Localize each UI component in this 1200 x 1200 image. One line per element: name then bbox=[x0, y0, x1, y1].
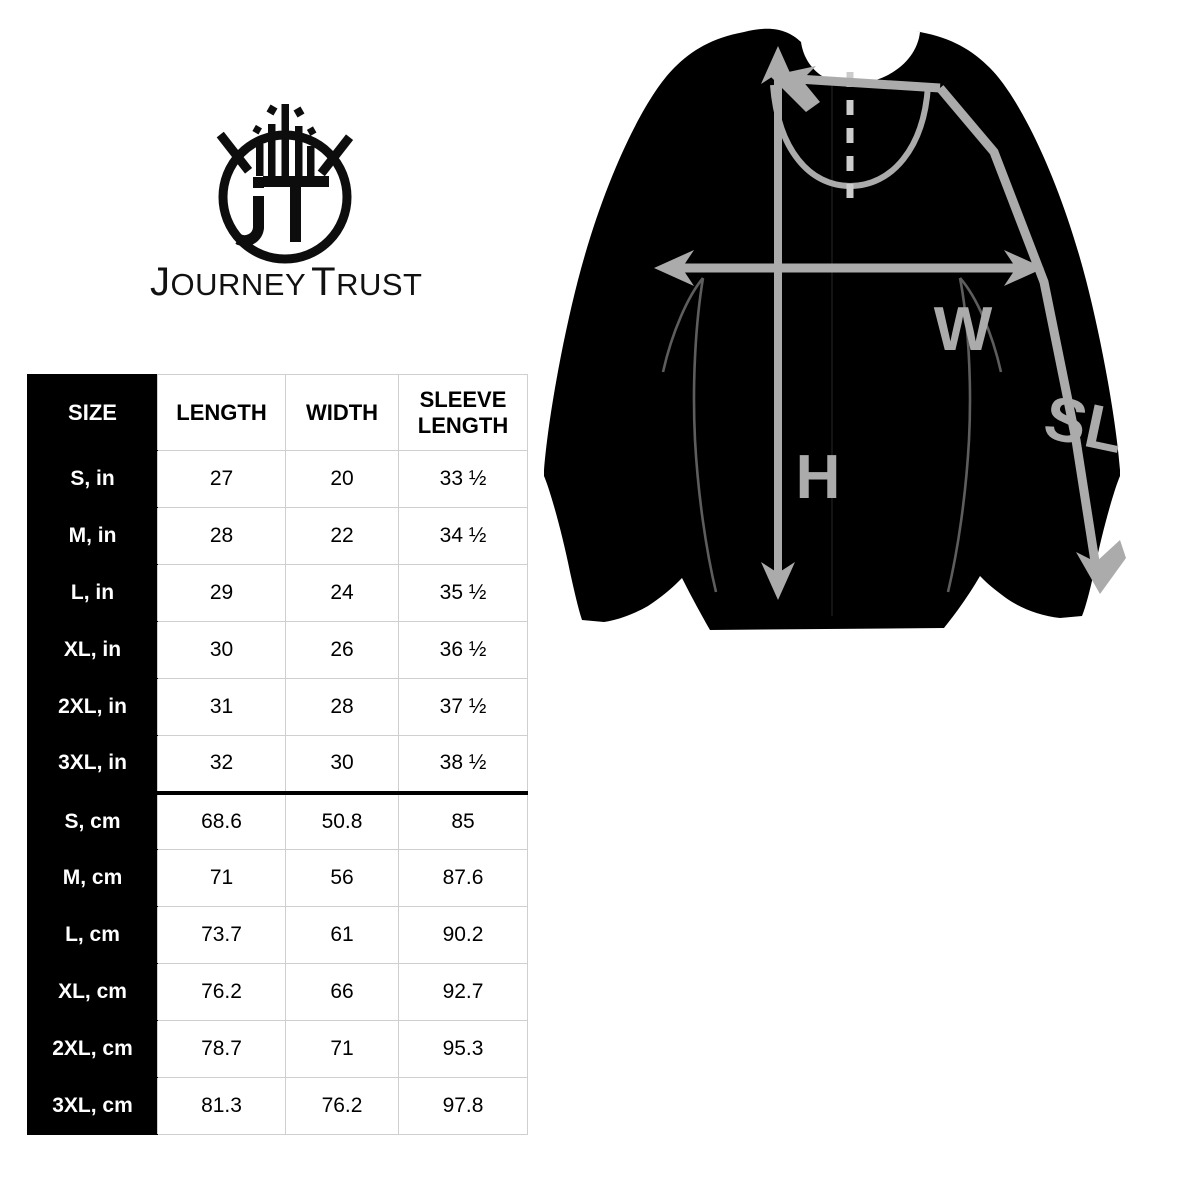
cell-sleeve: 33 ½ bbox=[398, 450, 528, 508]
cell-width: 26 bbox=[285, 621, 399, 679]
table-row: 3XL, in 32 30 38 ½ bbox=[27, 735, 528, 793]
cell-width: 22 bbox=[285, 507, 399, 565]
cell-width: 50.8 bbox=[285, 790, 399, 850]
cell-width: 71 bbox=[285, 1020, 399, 1078]
seam-lines bbox=[661, 80, 1003, 616]
column-header-length: LENGTH bbox=[157, 374, 286, 451]
cell-width: 61 bbox=[285, 906, 399, 964]
column-header-sleeve-line1: SLEEVE bbox=[419, 386, 507, 412]
table-row: 2XL, in 31 28 37 ½ bbox=[27, 678, 528, 736]
cell-sleeve: 90.2 bbox=[398, 906, 528, 964]
sleeve-length-label: SL bbox=[1038, 383, 1130, 467]
cell-length: 29 bbox=[157, 564, 286, 622]
wordmark-ourney: OURNEY bbox=[170, 267, 307, 302]
row-header-size: L, cm bbox=[27, 906, 158, 964]
row-header-size: M, in bbox=[27, 507, 158, 565]
width-label: W bbox=[934, 295, 993, 364]
cell-length: 68.6 bbox=[157, 790, 286, 850]
cell-width: 56 bbox=[285, 849, 399, 907]
cell-width: 30 bbox=[285, 735, 399, 793]
cell-width: 76.2 bbox=[285, 1077, 399, 1135]
column-header-width: WIDTH bbox=[285, 374, 399, 451]
cell-sleeve: 34 ½ bbox=[398, 507, 528, 565]
row-header-size: L, in bbox=[27, 564, 158, 622]
wordmark-j: J bbox=[150, 260, 171, 304]
wordmark-rust: RUST bbox=[336, 267, 423, 302]
column-header-size: SIZE bbox=[27, 374, 158, 451]
row-header-size: M, cm bbox=[27, 849, 158, 907]
table-header: SIZE LENGTH WIDTH SLEEVE LENGTH bbox=[27, 374, 528, 451]
size-chart-table-container: SIZE LENGTH WIDTH SLEEVE LENGTH S, in 27 2… bbox=[27, 374, 528, 1135]
cell-length: 73.7 bbox=[157, 906, 286, 964]
jt-monogram-circle-burst-logo bbox=[150, 82, 420, 267]
table-row: XL, in 30 26 36 ½ bbox=[27, 621, 528, 679]
cell-length: 78.7 bbox=[157, 1020, 286, 1078]
table-row: M, in 28 22 34 ½ bbox=[27, 507, 528, 565]
brand-wordmark: JOURNEY TRUST bbox=[150, 260, 423, 310]
cell-sleeve: 35 ½ bbox=[398, 564, 528, 622]
row-header-size: 2XL, in bbox=[27, 678, 158, 736]
size-chart-table: SIZE LENGTH WIDTH SLEEVE LENGTH S, in 27 2… bbox=[27, 374, 528, 1135]
wordmark-t: T bbox=[311, 260, 337, 304]
garment-technical-drawing: W H SL bbox=[520, 20, 1200, 640]
cell-sleeve: 95.3 bbox=[398, 1020, 528, 1078]
table-row: XL, cm 76.2 66 92.7 bbox=[27, 963, 528, 1021]
width-measure-line bbox=[654, 250, 1044, 286]
column-header-sleeve-length: SLEEVE LENGTH bbox=[398, 374, 528, 451]
table-row: L, cm 73.7 61 90.2 bbox=[27, 906, 528, 964]
cell-sleeve: 38 ½ bbox=[398, 735, 528, 793]
table-row: S, cm 68.6 50.8 85 bbox=[27, 790, 528, 850]
sleeve-length-measure-line bbox=[770, 66, 1126, 594]
row-header-size: XL, cm bbox=[27, 963, 158, 1021]
cell-length: 81.3 bbox=[157, 1077, 286, 1135]
cell-length: 31 bbox=[157, 678, 286, 736]
table-header-row: SIZE LENGTH WIDTH SLEEVE LENGTH bbox=[27, 374, 528, 451]
cell-width: 20 bbox=[285, 450, 399, 508]
cell-length: 30 bbox=[157, 621, 286, 679]
cell-length: 28 bbox=[157, 507, 286, 565]
height-label: H bbox=[796, 443, 841, 512]
brand-logo-block: JOURNEY TRUST bbox=[150, 82, 423, 317]
row-header-size: S, cm bbox=[27, 790, 158, 850]
cell-sleeve: 37 ½ bbox=[398, 678, 528, 736]
table-row: L, in 29 24 35 ½ bbox=[27, 564, 528, 622]
cell-sleeve: 36 ½ bbox=[398, 621, 528, 679]
cell-sleeve: 87.6 bbox=[398, 849, 528, 907]
row-header-size: XL, in bbox=[27, 621, 158, 679]
cell-length: 71 bbox=[157, 849, 286, 907]
row-header-size: 3XL, in bbox=[27, 735, 158, 793]
table-row: M, cm 71 56 87.6 bbox=[27, 849, 528, 907]
cell-length: 32 bbox=[157, 735, 286, 793]
table-row: 2XL, cm 78.7 71 95.3 bbox=[27, 1020, 528, 1078]
row-header-size: 3XL, cm bbox=[27, 1077, 158, 1135]
row-header-size: 2XL, cm bbox=[27, 1020, 158, 1078]
cell-sleeve: 92.7 bbox=[398, 963, 528, 1021]
cell-length: 76.2 bbox=[157, 963, 286, 1021]
cell-width: 66 bbox=[285, 963, 399, 1021]
cell-width: 24 bbox=[285, 564, 399, 622]
cell-sleeve: 97.8 bbox=[398, 1077, 528, 1135]
cell-sleeve: 85 bbox=[398, 790, 528, 850]
cell-length: 27 bbox=[157, 450, 286, 508]
cell-width: 28 bbox=[285, 678, 399, 736]
table-row: S, in 27 20 33 ½ bbox=[27, 450, 528, 508]
row-header-size: S, in bbox=[27, 450, 158, 508]
table-row: 3XL, cm 81.3 76.2 97.8 bbox=[27, 1077, 528, 1135]
column-header-sleeve-line2: LENGTH bbox=[417, 412, 509, 438]
